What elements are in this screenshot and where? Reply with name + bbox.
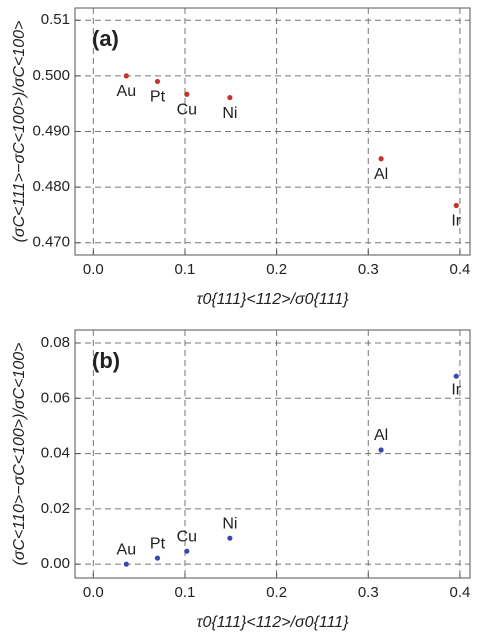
x-tick-label: 0.1 [175, 261, 196, 278]
x-tick-label: 0.2 [266, 261, 287, 278]
point-label: Ni [222, 515, 237, 532]
x-tick-label: 0.3 [358, 261, 379, 278]
y-tick-label: 0.02 [41, 500, 70, 517]
y-axis-label: (σC<110>−σC<100>)/σC<100> [11, 342, 28, 565]
x-tick-label: 0.4 [449, 261, 470, 278]
point-label: Cu [177, 528, 197, 545]
y-tick-label: 0.08 [41, 334, 70, 351]
point-label: Cu [177, 101, 197, 118]
point-label: Ir [451, 381, 461, 398]
panel-label: (b) [92, 348, 120, 373]
x-tick-label: 0.1 [175, 584, 196, 601]
x-tick-label: 0.4 [449, 584, 470, 601]
point-label: Pt [150, 89, 166, 106]
x-axis-label: τ0{111}<112>/σ0{111} [196, 291, 349, 308]
point-label: Ir [451, 213, 461, 230]
point [184, 548, 190, 554]
point [378, 156, 384, 162]
y-tick-label: 0.51 [41, 11, 70, 28]
point-label: Au [117, 541, 137, 558]
x-axis-label: τ0{111}<112>/σ0{111} [196, 614, 349, 631]
x-tick-label: 0.0 [83, 584, 104, 601]
point [123, 73, 129, 79]
point-label: Al [374, 166, 388, 183]
y-tick-label: 0.06 [41, 389, 70, 406]
point [227, 535, 233, 541]
y-tick-label: 0.480 [32, 178, 70, 195]
y-tick-label: 0.490 [32, 122, 70, 139]
y-tick-label: 0.500 [32, 67, 70, 84]
point-label: Pt [150, 535, 166, 552]
point [227, 94, 233, 101]
x-tick-label: 0.3 [358, 584, 379, 601]
point [154, 555, 161, 561]
plot-frame [74, 7, 471, 256]
x-tick-label: 0.2 [266, 584, 287, 601]
point [453, 373, 459, 379]
point [453, 202, 459, 209]
point [154, 78, 161, 85]
point-label: Ni [222, 105, 237, 122]
point-label: Al [374, 427, 388, 444]
y-tick-label: 0.04 [41, 445, 70, 462]
panel-label: (a) [92, 26, 119, 51]
point [184, 91, 190, 97]
plot-frame [74, 329, 471, 579]
y-tick-label: 0.470 [32, 234, 70, 251]
y-axis-label: (σC<111>−σC<100>)/σC<100> [11, 21, 28, 243]
point [123, 561, 129, 567]
point [378, 447, 384, 453]
point-label: Au [117, 83, 137, 100]
y-tick-label: 0.00 [41, 555, 70, 572]
x-tick-label: 0.0 [83, 261, 104, 278]
